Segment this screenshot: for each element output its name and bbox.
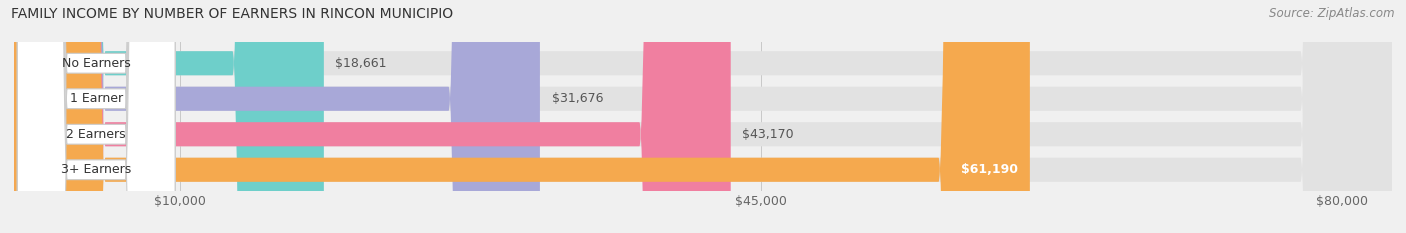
FancyBboxPatch shape: [17, 0, 176, 233]
FancyBboxPatch shape: [14, 0, 1029, 233]
FancyBboxPatch shape: [17, 0, 176, 233]
Text: 1 Earner: 1 Earner: [70, 92, 122, 105]
FancyBboxPatch shape: [14, 0, 1392, 233]
FancyBboxPatch shape: [14, 0, 323, 233]
Text: FAMILY INCOME BY NUMBER OF EARNERS IN RINCON MUNICIPIO: FAMILY INCOME BY NUMBER OF EARNERS IN RI…: [11, 7, 453, 21]
Text: No Earners: No Earners: [62, 57, 131, 70]
FancyBboxPatch shape: [14, 0, 540, 233]
Text: $43,170: $43,170: [742, 128, 794, 141]
FancyBboxPatch shape: [14, 0, 1392, 233]
FancyBboxPatch shape: [14, 0, 731, 233]
Text: Source: ZipAtlas.com: Source: ZipAtlas.com: [1270, 7, 1395, 20]
Text: $18,661: $18,661: [336, 57, 387, 70]
Text: $31,676: $31,676: [551, 92, 603, 105]
Text: 2 Earners: 2 Earners: [66, 128, 127, 141]
FancyBboxPatch shape: [14, 0, 1392, 233]
FancyBboxPatch shape: [17, 0, 176, 233]
Text: $61,190: $61,190: [962, 163, 1018, 176]
Text: 3+ Earners: 3+ Earners: [60, 163, 131, 176]
FancyBboxPatch shape: [14, 0, 1392, 233]
FancyBboxPatch shape: [17, 0, 176, 233]
